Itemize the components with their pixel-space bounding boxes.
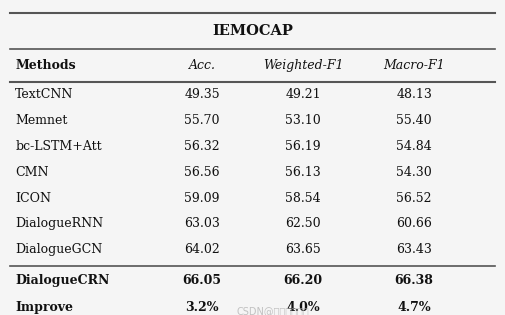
Text: 66.20: 66.20 bbox=[283, 274, 323, 287]
Text: 54.30: 54.30 bbox=[396, 166, 432, 179]
Text: 3.2%: 3.2% bbox=[185, 301, 219, 314]
Text: 59.09: 59.09 bbox=[184, 192, 220, 205]
Text: 62.50: 62.50 bbox=[285, 217, 321, 231]
Text: Macro-F1: Macro-F1 bbox=[383, 59, 445, 72]
Text: 63.03: 63.03 bbox=[184, 217, 220, 231]
Text: Weighted-F1: Weighted-F1 bbox=[263, 59, 343, 72]
Text: Acc.: Acc. bbox=[188, 59, 216, 72]
Text: 56.32: 56.32 bbox=[184, 140, 220, 153]
Text: 54.84: 54.84 bbox=[396, 140, 432, 153]
Text: Memnet: Memnet bbox=[15, 114, 68, 127]
Text: Improve: Improve bbox=[15, 301, 73, 314]
Text: TextCNN: TextCNN bbox=[15, 88, 74, 101]
Text: DialogueRNN: DialogueRNN bbox=[15, 217, 104, 231]
Text: 48.13: 48.13 bbox=[396, 88, 432, 101]
Text: 60.66: 60.66 bbox=[396, 217, 432, 231]
Text: 58.54: 58.54 bbox=[285, 192, 321, 205]
Text: DialogueCRN: DialogueCRN bbox=[15, 274, 110, 287]
Text: CSDN@爬行的研究生: CSDN@爬行的研究生 bbox=[236, 306, 309, 315]
Text: 4.7%: 4.7% bbox=[397, 301, 431, 314]
Text: Methods: Methods bbox=[15, 59, 76, 72]
Text: ICON: ICON bbox=[15, 192, 51, 205]
Text: 64.02: 64.02 bbox=[184, 243, 220, 256]
Text: 55.40: 55.40 bbox=[396, 114, 432, 127]
Text: 63.65: 63.65 bbox=[285, 243, 321, 256]
Text: 53.10: 53.10 bbox=[285, 114, 321, 127]
Text: 4.0%: 4.0% bbox=[286, 301, 320, 314]
Text: 56.13: 56.13 bbox=[285, 166, 321, 179]
Text: 56.56: 56.56 bbox=[184, 166, 220, 179]
Text: IEMOCAP: IEMOCAP bbox=[212, 24, 293, 38]
Text: 56.19: 56.19 bbox=[285, 140, 321, 153]
Text: DialogueGCN: DialogueGCN bbox=[15, 243, 103, 256]
Text: 49.35: 49.35 bbox=[184, 88, 220, 101]
Text: CMN: CMN bbox=[15, 166, 48, 179]
Text: 66.05: 66.05 bbox=[182, 274, 222, 287]
Text: 56.52: 56.52 bbox=[396, 192, 432, 205]
Text: 49.21: 49.21 bbox=[285, 88, 321, 101]
Text: 55.70: 55.70 bbox=[184, 114, 220, 127]
Text: 66.38: 66.38 bbox=[395, 274, 433, 287]
Text: bc-LSTM+Att: bc-LSTM+Att bbox=[15, 140, 102, 153]
Text: 63.43: 63.43 bbox=[396, 243, 432, 256]
